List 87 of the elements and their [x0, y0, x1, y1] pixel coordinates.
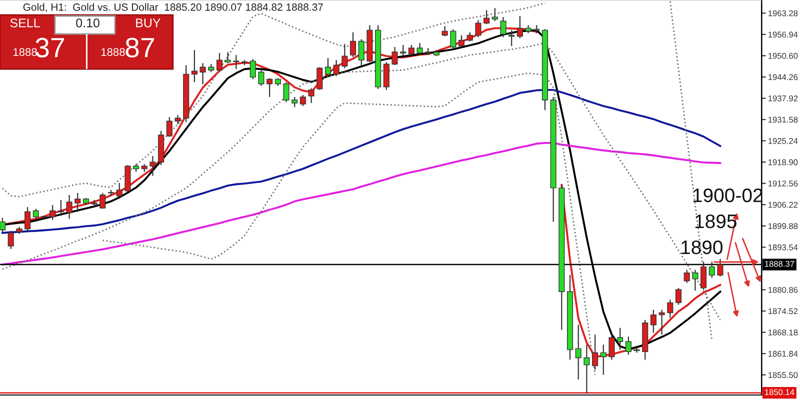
- annotation: 1890: [681, 240, 722, 254]
- candlestick: [316, 66, 323, 90]
- candlestick: [342, 43, 348, 69]
- y-tick-label: 1912.56: [768, 180, 798, 186]
- annotation: BUY: [136, 18, 160, 28]
- candlestick: [708, 261, 715, 278]
- candlestick: [383, 62, 390, 90]
- candlestick: [617, 327, 624, 350]
- candlestick: [150, 156, 156, 176]
- candlestick: [116, 182, 122, 198]
- candlestick: [575, 324, 582, 380]
- y-tick-label: 1937.92: [768, 95, 798, 102]
- candlestick: [8, 230, 14, 250]
- candlestick: [216, 52, 223, 72]
- candlestick: [250, 58, 256, 80]
- y-tick-label: 1950.60: [768, 52, 798, 59]
- y-tick-label: 1931.58: [768, 116, 798, 123]
- annotation: 0.10: [76, 18, 100, 28]
- candlestick: [66, 194, 72, 220]
- annotation: 1888: [13, 48, 37, 56]
- candlestick: [466, 32, 473, 42]
- candlestick: [700, 261, 707, 290]
- candlestick: [100, 192, 106, 210]
- candlestick: [508, 30, 515, 47]
- candlestick: [324, 58, 332, 77]
- candlestick: [634, 347, 640, 354]
- candlestick: [450, 28, 456, 50]
- candlestick: [717, 258, 724, 278]
- ref-line-label: 1850.14: [765, 389, 794, 396]
- candlestick: [91, 199, 98, 208]
- candlestick: [266, 78, 273, 98]
- annotation: 37: [36, 38, 64, 58]
- y-tick-label: 1899.88: [768, 223, 798, 230]
- candlestick: [658, 309, 665, 336]
- candlestick: [283, 82, 290, 103]
- candlestick: [650, 309, 656, 334]
- candlestick: [24, 206, 31, 232]
- candlestick: [200, 62, 206, 85]
- candlestick: [442, 26, 448, 37]
- candlestick: [458, 34, 465, 48]
- candlestick: [174, 114, 181, 125]
- candlestick: [191, 49, 198, 83]
- candlestick: [400, 44, 406, 57]
- chart-title: Gold, H1: Gold vs. US Dollar 1885.20 1890.07 1884.82 1888.37: [23, 3, 323, 12]
- candlestick: [408, 44, 414, 57]
- candlestick: [224, 51, 231, 64]
- candlestick: [625, 336, 632, 356]
- candlestick: [308, 88, 314, 104]
- candlestick: [600, 344, 606, 376]
- candlestick: [667, 299, 674, 318]
- candlestick: [492, 8, 498, 22]
- candlestick: [692, 269, 698, 292]
- candlestick: [32, 208, 39, 220]
- y-tick-label: 1944.26: [768, 74, 798, 80]
- y-tick-label: 1880.86: [768, 286, 798, 293]
- candlestick: [50, 204, 56, 220]
- y-tick-label: 1956.94: [768, 32, 798, 38]
- y-tick-label: 1918.90: [768, 159, 798, 166]
- candlestick: [416, 42, 423, 56]
- annotation: SELL: [10, 18, 40, 28]
- y-tick-label: 1963.28: [768, 10, 798, 16]
- y-tick-label: 1855.50: [768, 372, 798, 378]
- y-tick-label: 1906.22: [768, 202, 798, 208]
- candlestick: [392, 46, 398, 66]
- candlestick: [333, 60, 340, 77]
- y-tick-label: 1925.24: [768, 138, 798, 144]
- candlestick: [500, 16, 506, 38]
- y-tick-label: 1893.54: [768, 244, 798, 250]
- candlestick: [584, 344, 590, 394]
- candlestick: [74, 192, 81, 212]
- candlestick: [684, 269, 690, 284]
- candlestick: [292, 96, 298, 108]
- candlestick: [258, 70, 264, 86]
- candlestick: [233, 54, 240, 70]
- candlestick: [350, 32, 356, 58]
- candlestick: [358, 38, 364, 67]
- annotation: 87: [126, 38, 154, 58]
- y-tick-label: 1868.18: [768, 330, 798, 336]
- y-tick-label: 1874.52: [768, 308, 798, 314]
- y-tick-label: 1861.84: [768, 350, 798, 357]
- candlestick: [675, 287, 682, 306]
- candlestick: [484, 10, 490, 25]
- candlestick: [300, 94, 306, 107]
- candlestick: [166, 116, 172, 138]
- ref-line-label: 1888.37: [765, 260, 794, 267]
- candlestick: [0, 217, 6, 232]
- annotation: 1888: [101, 48, 125, 56]
